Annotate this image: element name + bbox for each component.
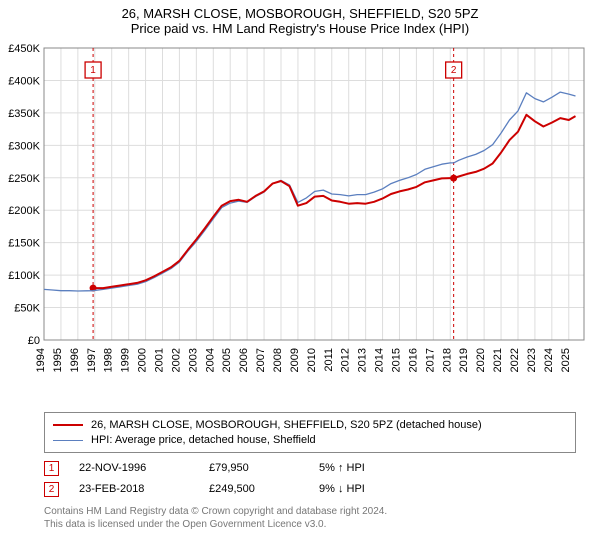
x-tick-label: 2006 — [238, 348, 250, 372]
x-tick-label: 2005 — [221, 348, 233, 372]
legend-swatch — [53, 424, 83, 426]
marker-number: 2 — [451, 65, 457, 76]
y-tick-label: £450K — [8, 43, 40, 55]
legend: 26, MARSH CLOSE, MOSBOROUGH, SHEFFIELD, … — [44, 412, 576, 453]
x-tick-label: 2015 — [390, 348, 402, 372]
x-tick-label: 2000 — [137, 348, 149, 372]
x-tick-label: 2022 — [509, 348, 521, 372]
transaction-row: 2 23-FEB-2018 £249,500 9% ↓ HPI — [44, 482, 576, 497]
transaction-row: 1 22-NOV-1996 £79,950 5% ↑ HPI — [44, 461, 576, 476]
x-tick-label: 2012 — [340, 348, 352, 372]
transaction-diff: 5% ↑ HPI — [319, 462, 365, 474]
x-tick-label: 2025 — [560, 348, 572, 372]
footer-line2: This data is licensed under the Open Gov… — [44, 518, 576, 531]
title-sub: Price paid vs. HM Land Registry's House … — [0, 21, 600, 36]
transaction-price: £79,950 — [209, 462, 299, 474]
y-tick-label: £0 — [28, 335, 40, 347]
footer: Contains HM Land Registry data © Crown c… — [44, 505, 576, 531]
legend-swatch — [53, 440, 83, 441]
transaction-marker: 2 — [44, 482, 59, 497]
y-tick-label: £250K — [8, 173, 40, 185]
y-tick-label: £200K — [8, 205, 40, 217]
x-tick-label: 1999 — [120, 348, 132, 372]
x-tick-label: 2014 — [374, 348, 386, 372]
x-tick-label: 1997 — [86, 348, 98, 372]
transaction-diff: 9% ↓ HPI — [319, 483, 365, 495]
x-tick-label: 1996 — [69, 348, 81, 372]
transaction-marker: 1 — [44, 461, 59, 476]
legend-label: HPI: Average price, detached house, Shef… — [91, 433, 316, 448]
bottom-panel: 26, MARSH CLOSE, MOSBOROUGH, SHEFFIELD, … — [44, 412, 576, 531]
x-tick-label: 1995 — [52, 348, 64, 372]
x-tick-label: 2016 — [407, 348, 419, 372]
x-tick-label: 2021 — [492, 348, 504, 372]
x-tick-label: 2009 — [289, 348, 301, 372]
x-tick-label: 2013 — [357, 348, 369, 372]
x-tick-label: 1994 — [35, 348, 47, 372]
x-tick-label: 2020 — [475, 348, 487, 372]
x-tick-label: 2011 — [323, 348, 335, 372]
x-tick-label: 2024 — [543, 348, 555, 372]
x-tick-label: 2002 — [170, 348, 182, 372]
title-block: 26, MARSH CLOSE, MOSBOROUGH, SHEFFIELD, … — [0, 0, 600, 40]
x-tick-label: 2018 — [441, 348, 453, 372]
y-tick-label: £300K — [8, 140, 40, 152]
y-tick-label: £400K — [8, 75, 40, 87]
y-tick-label: £150K — [8, 238, 40, 250]
title-main: 26, MARSH CLOSE, MOSBOROUGH, SHEFFIELD, … — [0, 6, 600, 21]
transaction-date: 22-NOV-1996 — [79, 462, 189, 474]
legend-label: 26, MARSH CLOSE, MOSBOROUGH, SHEFFIELD, … — [91, 418, 482, 433]
x-tick-label: 2003 — [187, 348, 199, 372]
transaction-price: £249,500 — [209, 483, 299, 495]
transactions-table: 1 22-NOV-1996 £79,950 5% ↑ HPI 2 23-FEB-2018 £… — [44, 461, 576, 497]
y-tick-label: £100K — [8, 270, 40, 282]
x-tick-label: 2010 — [306, 348, 318, 372]
x-tick-label: 2007 — [255, 348, 267, 372]
footer-line1: Contains HM Land Registry data © Crown c… — [44, 505, 576, 518]
x-tick-label: 2008 — [272, 348, 284, 372]
series-hpi — [44, 92, 576, 291]
x-tick-label: 2001 — [153, 348, 165, 372]
transaction-date: 23-FEB-2018 — [79, 483, 189, 495]
x-tick-label: 2023 — [526, 348, 538, 372]
x-tick-label: 1998 — [103, 348, 115, 372]
price-chart: £0 £50K £100K £150K £200K £250K £300K £350K £400… — [0, 42, 600, 408]
x-tick-label: 2017 — [424, 348, 436, 372]
marker-number: 1 — [90, 65, 96, 76]
chart-svg: £0 £50K £100K £150K £200K £250K £300K £350K £400… — [0, 42, 600, 408]
x-tick-label: 2004 — [204, 348, 216, 372]
series-price_paid — [93, 115, 575, 288]
y-tick-label: £50K — [14, 303, 40, 315]
y-tick-label: £350K — [8, 108, 40, 120]
legend-row: HPI: Average price, detached house, Shef… — [53, 433, 567, 448]
x-tick-label: 2019 — [458, 348, 470, 372]
legend-row: 26, MARSH CLOSE, MOSBOROUGH, SHEFFIELD, … — [53, 418, 567, 433]
